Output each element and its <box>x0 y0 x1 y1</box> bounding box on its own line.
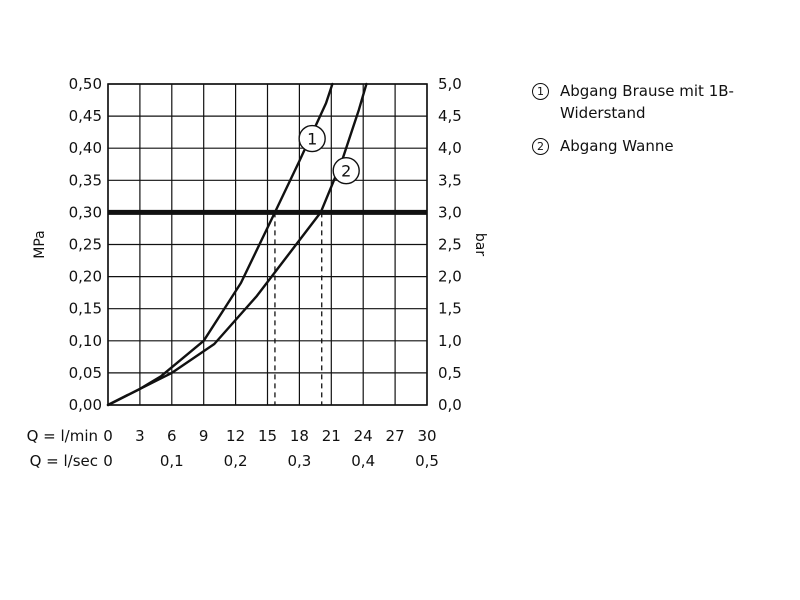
y-tick-label-right: 0,5 <box>438 364 462 382</box>
y-tick-label-right: 2,0 <box>438 268 462 286</box>
series-marker-label-1: 1 <box>307 130 317 149</box>
x-tick-label-lsec: 0,5 <box>415 452 439 470</box>
x-tick-label-lmin: 27 <box>386 427 405 445</box>
y-tick-label-right: 0,0 <box>438 396 462 414</box>
series-marker-label-2: 2 <box>341 162 351 181</box>
y-tick-label-right: 3,0 <box>438 203 462 221</box>
x-tick-label-lmin: 9 <box>199 427 209 445</box>
y-tick-label-left: 0,45 <box>69 107 102 125</box>
x-tick-label-lsec: 0,2 <box>224 452 248 470</box>
y-tick-label-left: 0,15 <box>69 300 102 318</box>
x-tick-label-lmin: 21 <box>322 427 341 445</box>
y-tick-label-right: 3,5 <box>438 171 462 189</box>
y-tick-label-right: 1,0 <box>438 332 462 350</box>
y-axis-title-left: MPa <box>32 230 48 258</box>
x-tick-label-lsec: 0,4 <box>351 452 375 470</box>
legend-label-1: Abgang Brause mit 1B-Widerstand <box>560 82 734 122</box>
series-marker-circle-1 <box>298 124 326 153</box>
x-tick-label-lmin: 6 <box>167 427 177 445</box>
x-tick-label-lmin: 12 <box>226 427 245 445</box>
x-tick-label-lmin: 24 <box>354 427 373 445</box>
legend-label-2: Abgang Wanne <box>560 137 674 155</box>
y-tick-label-left: 0,10 <box>69 332 102 350</box>
series-line-2 <box>106 82 368 407</box>
x-tick-label-lmin: 18 <box>290 427 309 445</box>
y-tick-label-left: 0,40 <box>69 139 102 157</box>
y-tick-label-left: 0,05 <box>69 364 102 382</box>
y-tick-label-right: 4,0 <box>438 139 462 157</box>
x-tick-label-lsec: 0,3 <box>287 452 311 470</box>
x-tick-label-lsec: 0,1 <box>160 452 184 470</box>
legend-marker-1: 1 <box>532 83 549 100</box>
y-tick-label-right: 4,5 <box>438 107 462 125</box>
legend: 1 Abgang Brause mit 1B-Widerstand 2 Abga… <box>532 80 772 168</box>
y-tick-label-left: 0,00 <box>69 396 102 414</box>
y-tick-label-left: 0,50 <box>69 75 102 93</box>
y-tick-label-left: 0,30 <box>69 203 102 221</box>
y-tick-label-right: 5,0 <box>438 75 462 93</box>
x-tick-label-lmin: 30 <box>417 427 436 445</box>
x-tick-label-lmin: 0 <box>103 427 113 445</box>
y-tick-label-left: 0,25 <box>69 236 102 254</box>
y-tick-label-right: 1,5 <box>438 300 462 318</box>
x-tick-label-lsec: 0 <box>103 452 113 470</box>
y-tick-label-left: 0,20 <box>69 268 102 286</box>
series-marker-circle-2 <box>332 156 360 185</box>
legend-item-2: 2 Abgang Wanne <box>532 135 772 157</box>
plot-border <box>107 83 428 406</box>
y-axis-title-right: bar <box>472 233 488 256</box>
legend-item-1: 1 Abgang Brause mit 1B-Widerstand <box>532 80 772 124</box>
x-tick-label-lmin: 15 <box>258 427 277 445</box>
x-axis-title-lmin: Q = l/min <box>27 427 98 445</box>
x-axis-title-lsec: Q = l/sec <box>30 452 98 470</box>
y-tick-label-right: 2,5 <box>438 236 462 254</box>
y-tick-label-left: 0,35 <box>69 171 102 189</box>
x-tick-label-lmin: 3 <box>135 427 145 445</box>
legend-marker-2: 2 <box>532 138 549 155</box>
